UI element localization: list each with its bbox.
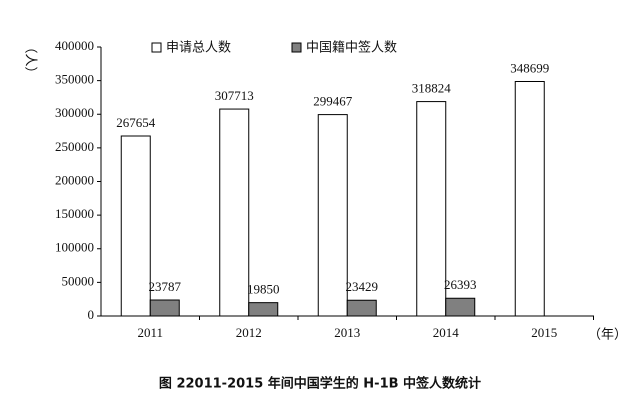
data-label: 307713 — [215, 88, 254, 103]
bar — [219, 108, 250, 317]
y-tick-label: 400000 — [55, 38, 94, 53]
y-tick-label: 300000 — [55, 105, 94, 120]
data-label: 23787 — [149, 279, 182, 294]
bar — [120, 135, 151, 317]
bar — [445, 297, 476, 317]
x-axis-label: （年） — [588, 328, 627, 343]
bar — [514, 80, 545, 317]
legend-label: 中国籍中签人数 — [306, 40, 397, 56]
x-tick-label: 2012 — [236, 325, 262, 340]
y-tick-label: 50000 — [62, 273, 95, 288]
legend-swatch — [291, 42, 302, 53]
x-tick-label: 2013 — [334, 325, 360, 340]
data-label: 318824 — [412, 81, 452, 96]
y-tick-label: 150000 — [55, 206, 94, 221]
data-label: 26393 — [444, 277, 477, 292]
bar — [416, 101, 447, 317]
data-label: 19850 — [247, 282, 280, 297]
bar — [149, 299, 180, 317]
bar — [346, 299, 377, 317]
data-label: 23429 — [346, 279, 379, 294]
data-label: 267654 — [116, 115, 156, 130]
bar — [317, 114, 348, 317]
y-tick-label: 100000 — [55, 240, 94, 255]
y-tick-label: 200000 — [55, 172, 94, 187]
chart-title: 图 22011-2015 年间中国学生的 H-1B 中签人数统计 — [159, 376, 481, 392]
x-tick-label: 2015 — [531, 325, 557, 340]
x-tick-label: 2011 — [137, 325, 163, 340]
bar — [248, 302, 279, 317]
x-tick-label: 2014 — [433, 325, 460, 340]
y-tick-label: 350000 — [55, 72, 94, 87]
y-tick-label: 0 — [88, 307, 95, 322]
y-axis-label: （人） — [23, 40, 38, 79]
data-label: 299467 — [313, 94, 353, 109]
legend-label: 申请总人数 — [166, 41, 231, 56]
y-tick-label: 250000 — [55, 139, 94, 154]
data-label: 348699 — [510, 60, 549, 75]
legend-swatch — [151, 42, 162, 53]
